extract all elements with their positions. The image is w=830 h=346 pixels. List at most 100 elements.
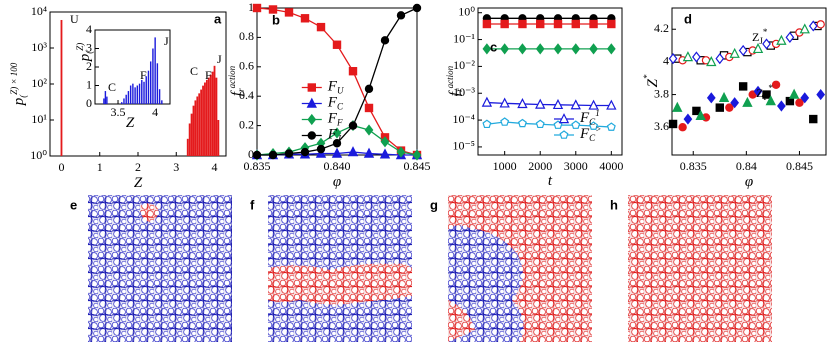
marker xyxy=(500,117,510,126)
marker xyxy=(589,121,599,130)
marker xyxy=(738,82,748,91)
marker xyxy=(692,106,701,116)
marker xyxy=(535,98,546,109)
bar xyxy=(156,63,159,104)
bar xyxy=(196,96,199,156)
panel-label: e xyxy=(70,197,77,212)
marker xyxy=(800,92,810,104)
y-tick-label: 10⁴ xyxy=(31,4,47,18)
marker xyxy=(738,44,748,57)
marker xyxy=(785,31,795,43)
y-tick-label: 1 xyxy=(86,77,92,91)
marker xyxy=(607,19,616,29)
marker xyxy=(300,147,310,157)
snapshot-e xyxy=(88,195,232,342)
panel-label: h xyxy=(610,197,618,212)
marker xyxy=(606,122,616,131)
marker xyxy=(268,150,278,160)
marker xyxy=(347,146,359,157)
x-tick-label: 1000 xyxy=(493,159,517,173)
bar xyxy=(213,65,216,156)
marker xyxy=(765,95,776,106)
bar xyxy=(215,77,218,156)
bar xyxy=(147,70,150,104)
marker xyxy=(788,88,800,99)
marker xyxy=(795,98,804,107)
marker xyxy=(571,43,581,55)
x-tick-label: 2 xyxy=(135,160,141,174)
panel-label: c xyxy=(490,39,497,54)
marker xyxy=(535,119,545,129)
marker xyxy=(672,101,683,112)
marker xyxy=(725,103,734,112)
marker xyxy=(715,103,724,112)
marker xyxy=(729,47,740,58)
panel-label: d xyxy=(684,11,692,26)
marker xyxy=(380,136,390,148)
legend-label: FC1 xyxy=(579,108,600,127)
x-tick-label: 0.845 xyxy=(404,159,431,173)
bar xyxy=(188,123,191,156)
panel-label: f xyxy=(250,197,255,212)
x-tick-label: 0.84 xyxy=(736,159,757,173)
x-tick-label: 4000 xyxy=(599,159,623,173)
snapshot-h xyxy=(628,195,772,342)
marker xyxy=(682,51,694,62)
marker xyxy=(777,100,786,112)
marker xyxy=(517,118,527,128)
x-tick-label: 2000 xyxy=(528,159,552,173)
marker xyxy=(589,43,598,55)
y-axis-label: fraction xyxy=(227,65,246,96)
marker xyxy=(412,149,422,161)
x-tick-label: 3000 xyxy=(564,159,588,173)
bar xyxy=(194,100,197,156)
annotation: ZF* xyxy=(756,83,773,102)
marker xyxy=(706,92,716,104)
marker xyxy=(348,67,358,76)
marker xyxy=(683,113,693,125)
bar xyxy=(190,113,193,156)
panel-label: a xyxy=(214,11,222,26)
legend-label: FU xyxy=(327,79,344,96)
bar xyxy=(204,82,206,156)
marker xyxy=(588,99,599,110)
marker xyxy=(571,19,580,29)
marker xyxy=(316,22,326,32)
bar xyxy=(149,61,152,104)
x-axis-label: t xyxy=(548,173,553,189)
marker xyxy=(606,99,617,110)
legend-marker xyxy=(559,130,569,139)
y-axis-label: fraction xyxy=(445,65,464,96)
marker xyxy=(753,85,763,97)
annotation: F xyxy=(205,68,212,82)
marker xyxy=(553,43,563,55)
marker xyxy=(316,144,326,154)
y-tick-label: 0.2 xyxy=(239,117,254,131)
marker xyxy=(692,51,701,63)
marker xyxy=(695,109,706,121)
legend-marker xyxy=(307,83,317,92)
bar xyxy=(127,91,130,104)
marker xyxy=(481,96,493,107)
bar xyxy=(121,102,123,104)
marker xyxy=(536,19,545,29)
marker xyxy=(730,97,740,109)
y-tick-label: 10⁰ xyxy=(458,4,475,18)
legend-label: FF xyxy=(327,111,343,128)
legend-label: FC> xyxy=(579,124,601,143)
y-tick-label: 10¹ xyxy=(31,112,47,126)
y-tick-label: 10² xyxy=(31,76,47,90)
bar xyxy=(152,48,154,104)
marker xyxy=(752,42,764,54)
marker xyxy=(364,124,374,136)
bar xyxy=(192,105,195,156)
marker xyxy=(518,19,527,29)
bar xyxy=(141,79,143,104)
marker xyxy=(364,84,374,94)
bar xyxy=(211,71,214,156)
marker xyxy=(284,8,294,17)
panel-label: g xyxy=(430,197,438,212)
marker xyxy=(412,3,422,13)
marker xyxy=(332,127,342,139)
